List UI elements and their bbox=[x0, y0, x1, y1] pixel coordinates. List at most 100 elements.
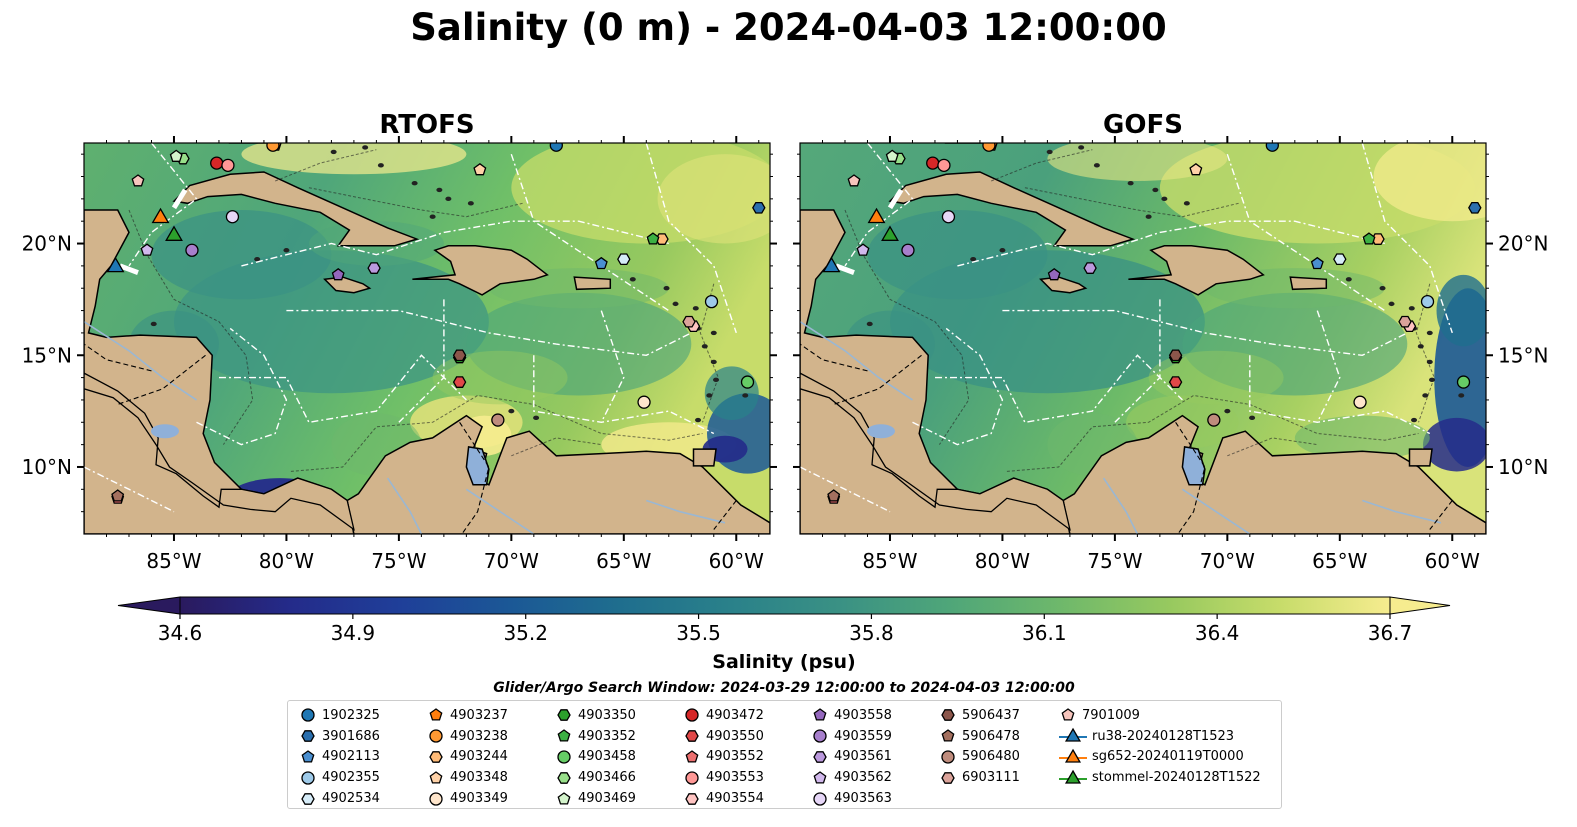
legend-label: 1902325 bbox=[322, 707, 380, 723]
legend-entry: 4903237 bbox=[426, 705, 508, 726]
legend-marker-circle-icon bbox=[813, 791, 827, 806]
salinity-patch bbox=[1373, 143, 1486, 222]
legend-label: 4903472 bbox=[706, 707, 764, 723]
colorbar-label: Salinity (psu) bbox=[712, 651, 855, 673]
float-marker-4903349 bbox=[637, 395, 651, 409]
float-marker-5906437 bbox=[1168, 349, 1183, 362]
legend-label: 5906480 bbox=[962, 749, 1020, 765]
legend-entry: 5906480 bbox=[938, 747, 1020, 768]
river bbox=[1102, 477, 1139, 534]
legend-symbol bbox=[429, 708, 443, 721]
legend-symbol bbox=[429, 770, 443, 784]
legend-marker-hexagon-icon bbox=[941, 771, 955, 784]
legend-entry: 4903550 bbox=[682, 726, 764, 747]
float-marker-4903559 bbox=[901, 243, 915, 257]
eez-boundary bbox=[912, 327, 1004, 446]
legend-entry: 3901686 bbox=[298, 726, 380, 747]
isobath bbox=[991, 149, 1093, 182]
legend-symbol bbox=[301, 771, 315, 785]
legend-entry: 5906478 bbox=[938, 726, 1020, 747]
small-island bbox=[254, 256, 261, 262]
legend-entry: 4903553 bbox=[682, 767, 764, 788]
eez-boundary bbox=[1316, 310, 1341, 423]
legend-marker-pentagon-icon bbox=[429, 708, 443, 721]
legend-triangle bbox=[1064, 748, 1082, 763]
glider-track bbox=[171, 188, 188, 210]
eez-boundary bbox=[1114, 299, 1161, 423]
float-marker-4902534 bbox=[1333, 253, 1347, 266]
small-island bbox=[1458, 393, 1465, 398]
float-marker-4903562 bbox=[856, 243, 870, 256]
legend-marker-pentagon-icon bbox=[941, 729, 955, 742]
glider-track bbox=[119, 263, 139, 275]
small-island bbox=[1093, 163, 1100, 168]
float-marker-4903559 bbox=[185, 243, 199, 257]
legend-column: 4903350 4903352 4903458 4903466 4903469 bbox=[554, 705, 636, 809]
legend-label: ru38-20240128T1523 bbox=[1092, 728, 1235, 744]
small-island bbox=[150, 321, 157, 327]
legend-label: 4903458 bbox=[578, 749, 636, 765]
legend-entry: 4903472 bbox=[682, 705, 764, 726]
small-island bbox=[1426, 359, 1433, 365]
legend-marker-pentagon-icon bbox=[685, 750, 699, 763]
legend-symbol bbox=[941, 750, 955, 764]
glider-marker-ru38-20240128T1523 bbox=[106, 256, 125, 273]
legend-triangle bbox=[1064, 769, 1082, 784]
x-tick-label: 70°W bbox=[484, 549, 539, 573]
float-marker-4903472 bbox=[926, 156, 940, 170]
legend-label: 4903352 bbox=[578, 728, 636, 744]
small-island bbox=[1183, 201, 1190, 206]
legend-triangle bbox=[1064, 727, 1082, 742]
legend-symbol bbox=[557, 750, 571, 764]
isobath bbox=[128, 209, 254, 445]
float-marker-4903238 bbox=[982, 143, 996, 152]
map-area bbox=[84, 143, 770, 534]
legend-label: stommel-20240128T1522 bbox=[1092, 770, 1261, 786]
isobath bbox=[275, 149, 377, 182]
float-marker-4903469 bbox=[169, 149, 183, 162]
legend-label: 4903349 bbox=[450, 791, 508, 807]
float-marker-1902325 bbox=[1265, 143, 1279, 152]
float-marker-5906437 bbox=[452, 349, 467, 362]
colorbar-frame bbox=[179, 596, 1391, 615]
salinity-patch bbox=[1294, 415, 1430, 461]
legend-entry: 4902355 bbox=[298, 767, 380, 788]
country-border bbox=[459, 421, 490, 534]
legend-entry: 4903348 bbox=[426, 767, 508, 788]
glider-marker-ru38-20240128T1523 bbox=[822, 256, 841, 273]
panel-title: RTOFS bbox=[379, 110, 474, 140]
legend-column: 4903472 4903550 4903552 4903553 4903554 bbox=[682, 705, 764, 809]
map-frame bbox=[799, 142, 1487, 535]
legend-symbol bbox=[1061, 708, 1075, 721]
colorbar-tick-label: 34.6 bbox=[158, 621, 203, 645]
float-marker-4903558 bbox=[1047, 267, 1061, 281]
legend-entry: 1902325 bbox=[298, 705, 380, 726]
y-tick-label: 20°N bbox=[1498, 232, 1548, 256]
x-tick-label: 60°W bbox=[709, 549, 764, 573]
legend-label: 4902113 bbox=[322, 749, 380, 765]
legend-label: 5906478 bbox=[962, 728, 1020, 744]
small-island bbox=[713, 377, 720, 383]
legend-entry: 7901009 bbox=[1058, 705, 1261, 726]
river bbox=[465, 488, 535, 534]
float-marker-4903558 bbox=[331, 267, 345, 281]
eez-boundary bbox=[196, 327, 288, 446]
legend-label: 4903348 bbox=[450, 770, 508, 786]
small-island bbox=[411, 181, 418, 186]
legend-label: 4903559 bbox=[834, 728, 892, 744]
legend-marker-pentagon-icon bbox=[557, 791, 571, 805]
legend-label: 4903562 bbox=[834, 770, 892, 786]
float-marker-4903563 bbox=[225, 210, 240, 224]
small-island bbox=[629, 277, 636, 282]
isobath bbox=[699, 283, 719, 423]
small-island bbox=[1046, 149, 1053, 155]
small-island bbox=[362, 145, 369, 150]
salinity-patch bbox=[1148, 350, 1284, 405]
river bbox=[1362, 499, 1442, 524]
legend-marker-hexagon-icon bbox=[685, 730, 699, 743]
salinity-patch bbox=[1047, 143, 1228, 181]
float-marker-3901686 bbox=[1468, 201, 1482, 214]
float-marker-5906480 bbox=[491, 413, 505, 427]
puerto-rico-land bbox=[573, 276, 612, 291]
legend-marker-circle-icon bbox=[301, 771, 315, 785]
